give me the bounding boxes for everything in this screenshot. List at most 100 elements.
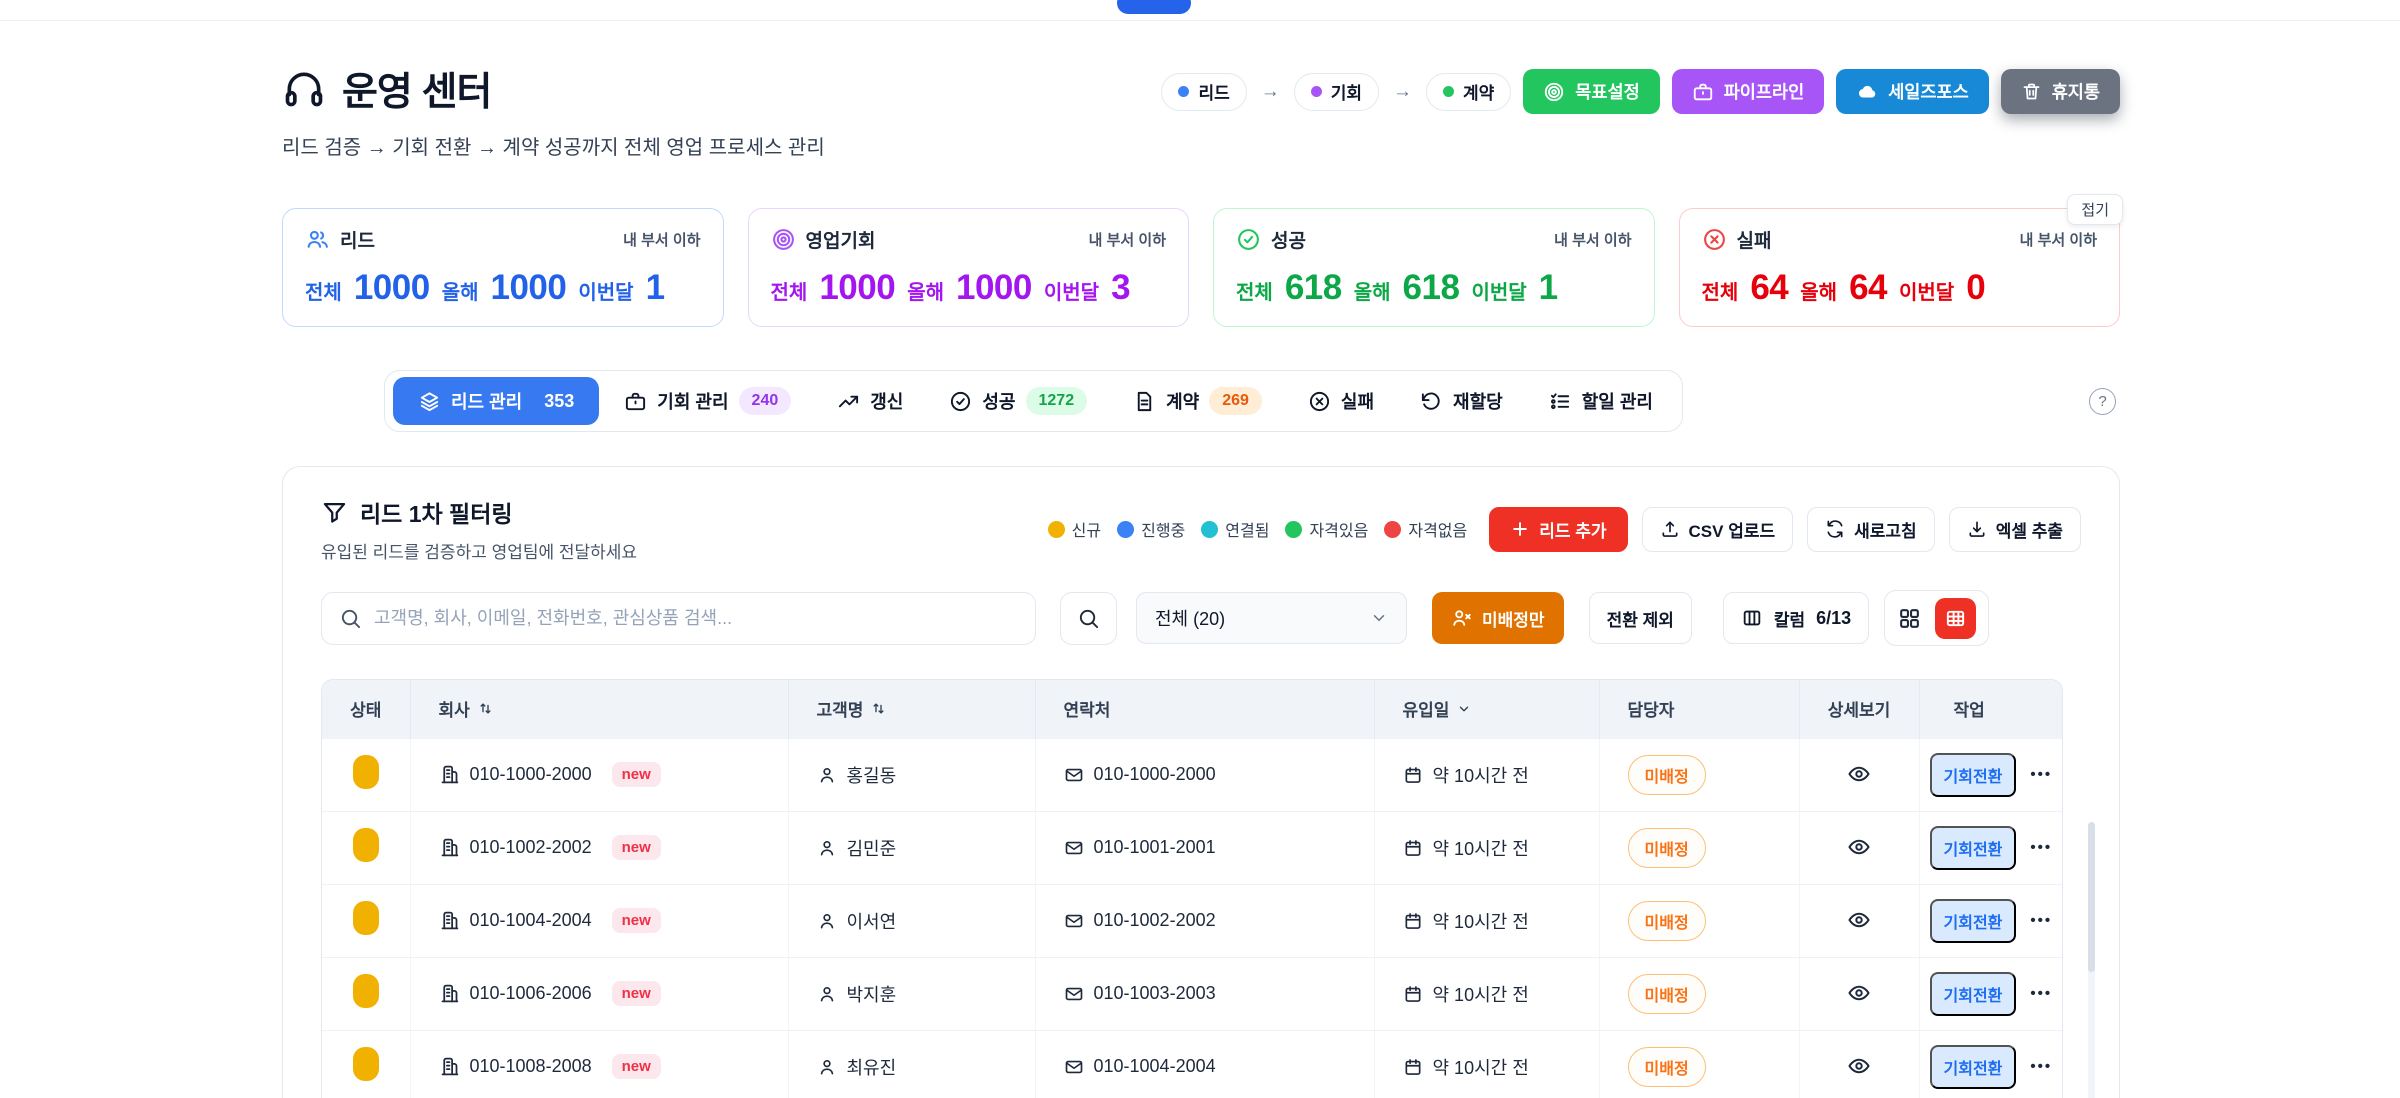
excel-export-label: 엑셀 추출 <box>1995 521 2063 541</box>
customer-cell-value: 박지훈 <box>846 984 897 1005</box>
column-header-company[interactable]: 회사 <box>409 680 788 738</box>
tab-todo-management[interactable]: 할일 관리 <box>1528 377 1674 425</box>
help-icon[interactable]: ? <box>2089 388 2116 415</box>
detail-view-button[interactable] <box>1843 904 1875 936</box>
lead-status-pill[interactable] <box>352 974 379 1008</box>
stat-card-title: 성공 <box>1271 231 1306 252</box>
legend-label: 연결됨 <box>1225 523 1270 540</box>
table-row[interactable]: 010-1006-2006 new 박지훈 <box>322 956 2062 1030</box>
mail-icon <box>1064 1057 1084 1077</box>
tab-reassign[interactable]: 재할당 <box>1399 377 1524 425</box>
stat-month-value: 1 <box>645 268 665 307</box>
stage-pill-opportunity[interactable]: 기회 <box>1293 72 1379 111</box>
legend-item-connected: 연결됨 <box>1201 517 1269 541</box>
column-header-status[interactable]: 상태 <box>322 680 410 738</box>
lead-status-pill[interactable] <box>352 828 379 862</box>
x-circle-icon <box>1308 390 1331 413</box>
column-header-assignee[interactable]: 담당자 <box>1598 680 1799 738</box>
new-badge: new <box>611 835 661 860</box>
goal-settings-label: 목표설정 <box>1575 82 1640 102</box>
tab-lead-management[interactable]: 리드 관리 353 <box>393 377 600 425</box>
stage-arrow-icon: → <box>1260 80 1280 102</box>
lead-status-pill[interactable] <box>352 755 379 789</box>
unassigned-only-button[interactable]: 미배정만 <box>1432 592 1564 644</box>
table-row[interactable]: 010-1002-2002 new 김민준 <box>322 810 2062 884</box>
convert-to-opportunity-button[interactable]: 기회전환 <box>1929 971 2017 1016</box>
eye-icon <box>1847 762 1871 786</box>
more-actions-button[interactable]: ••• <box>2030 912 2053 929</box>
excel-export-button[interactable]: 엑셀 추출 <box>1948 506 2081 552</box>
trash-label: 휴지통 <box>2051 82 2100 102</box>
table-row[interactable]: 010-1004-2004 new 이서연 <box>322 883 2062 957</box>
goal-settings-button[interactable]: 목표설정 <box>1523 69 1660 114</box>
stat-total-value: 64 <box>1750 268 1789 307</box>
detail-view-button[interactable] <box>1843 1050 1875 1082</box>
more-actions-button[interactable]: ••• <box>2030 766 2053 783</box>
filter-title: 리드 1차 필터링 <box>360 501 513 527</box>
salesforce-button[interactable]: 세일즈포스 <box>1836 69 1989 114</box>
status-filter-select[interactable]: 전체 (20) <box>1136 592 1407 644</box>
convert-to-opportunity-button[interactable]: 기회전환 <box>1929 825 2017 870</box>
tab-failure[interactable]: 실패 <box>1287 377 1395 425</box>
detail-view-button[interactable] <box>1843 831 1875 863</box>
column-header-date[interactable]: 유입일 <box>1373 680 1599 738</box>
convert-to-opportunity-button[interactable]: 기회전환 <box>1929 1044 2017 1089</box>
grid-view-button[interactable] <box>1897 606 1922 631</box>
trash-button[interactable]: 휴지통 <box>2000 69 2120 114</box>
column-header-customer[interactable]: 고객명 <box>787 680 1035 738</box>
person-icon <box>817 1057 837 1077</box>
search-input[interactable] <box>321 591 1036 645</box>
tab-success[interactable]: 성공 1272 <box>928 377 1108 425</box>
stat-card-scope: 내 부서 이하 <box>2019 232 2097 249</box>
tab-opportunity-management[interactable]: 기회 관리 240 <box>603 377 812 425</box>
building-icon <box>439 910 460 931</box>
detail-view-button[interactable] <box>1843 977 1875 1009</box>
chevron-down-icon <box>1370 609 1388 627</box>
lead-status-pill[interactable] <box>352 1047 379 1082</box>
users-icon <box>305 227 330 252</box>
more-actions-button[interactable]: ••• <box>2030 839 2053 856</box>
lead-status-pill[interactable] <box>352 901 379 935</box>
columns-button[interactable]: 칼럼 6/13 <box>1722 592 1870 644</box>
calendar-icon <box>1403 911 1423 931</box>
person-icon <box>817 838 837 858</box>
more-actions-button[interactable]: ••• <box>2030 985 2053 1002</box>
add-lead-label: 리드 추가 <box>1539 521 1607 541</box>
table-view-button[interactable] <box>1935 597 1977 639</box>
refresh-button[interactable]: 새로고침 <box>1807 506 1935 552</box>
mail-icon <box>1064 765 1084 785</box>
tab-renewal[interactable]: 갱신 <box>816 377 924 425</box>
check-circle-icon <box>1236 227 1261 252</box>
scrollbar-thumb[interactable] <box>2088 822 2095 972</box>
exclude-converted-button[interactable]: 전환 제외 <box>1588 592 1692 644</box>
stage-pill-contract[interactable]: 계약 <box>1426 72 1512 111</box>
convert-to-opportunity-button[interactable]: 기회전환 <box>1929 752 2017 797</box>
legend-item-in-progress: 진행중 <box>1117 517 1185 541</box>
add-lead-button[interactable]: 리드 추가 <box>1489 506 1628 552</box>
table-row[interactable]: 010-1008-2008 new 최유진 <box>322 1029 2062 1098</box>
mail-icon <box>1064 911 1084 931</box>
collapse-button[interactable]: 접기 <box>2067 194 2123 225</box>
tab-contract[interactable]: 계약 269 <box>1112 377 1283 425</box>
headset-icon <box>282 67 326 111</box>
convert-to-opportunity-button[interactable]: 기회전환 <box>1929 898 2017 943</box>
lead-stage-dot <box>1178 86 1190 97</box>
new-badge: new <box>611 1054 661 1080</box>
pipeline-button[interactable]: 파이프라인 <box>1671 69 1825 114</box>
stage-pill-lead[interactable]: 리드 <box>1161 72 1247 111</box>
csv-upload-button[interactable]: CSV 업로드 <box>1641 506 1794 552</box>
stat-total-label: 전체 <box>770 282 808 304</box>
search-button[interactable] <box>1060 591 1117 645</box>
eye-icon <box>1847 1054 1871 1078</box>
view-toggle <box>1884 590 1990 646</box>
calendar-icon <box>1403 984 1423 1004</box>
table-row[interactable]: 010-1000-2000 new 홍길동 <box>322 737 2062 811</box>
select-value: 전체 (20) <box>1155 609 1226 629</box>
top-nav-pill[interactable] <box>1117 0 1191 14</box>
column-header-contact[interactable]: 연락처 <box>1034 680 1374 738</box>
building-icon <box>439 1056 460 1077</box>
salesforce-label: 세일즈포스 <box>1888 82 1969 102</box>
more-actions-button[interactable]: ••• <box>2030 1058 2053 1076</box>
table-scrollbar[interactable] <box>2088 822 2095 1098</box>
detail-view-button[interactable] <box>1843 758 1875 790</box>
